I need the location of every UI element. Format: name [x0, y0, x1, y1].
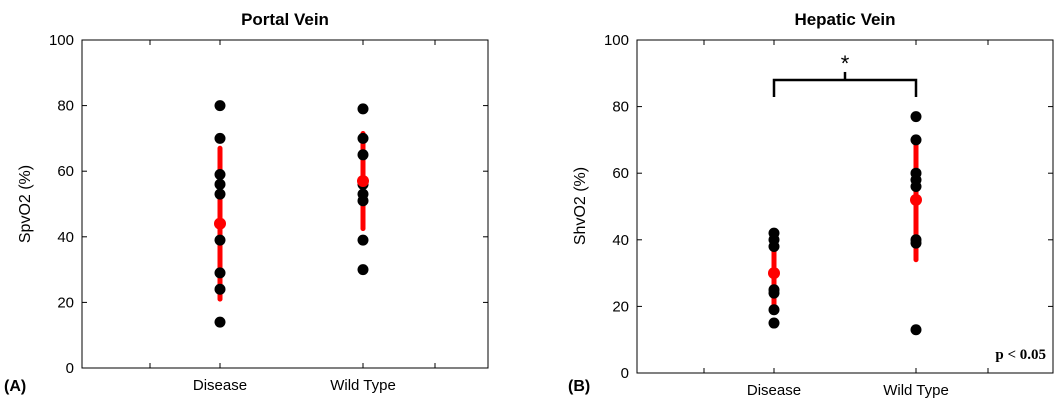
- y-tick-label: 60: [57, 163, 74, 180]
- data-point: [357, 264, 369, 276]
- data-point: [357, 132, 369, 144]
- significance-marker: *: [841, 51, 850, 76]
- data-marks: [768, 111, 922, 336]
- data-point: [768, 317, 780, 329]
- x-tick-label: Wild Type: [883, 382, 949, 399]
- panel-b: Hepatic Vein ShvO2 (%) (B) p < 0.05 0 20 4…: [568, 10, 1054, 399]
- data-point: [214, 168, 226, 180]
- data-point: [214, 234, 226, 246]
- data-point: [214, 188, 226, 200]
- panel-label: (B): [568, 378, 590, 395]
- y-tick-label: 0: [621, 365, 629, 382]
- data-point: [910, 134, 922, 146]
- x-ticks: Disease Wild Type: [703, 40, 989, 399]
- data-point: [768, 304, 780, 316]
- data-point: [768, 287, 780, 299]
- data-point: [214, 267, 226, 279]
- plot-frame: [81, 39, 489, 369]
- y-tick-label: 40: [57, 229, 74, 246]
- data-marks: [214, 100, 369, 328]
- y-ticks: 0 20 40 60 80 100: [604, 32, 1053, 382]
- data-point: [357, 234, 369, 246]
- y-tick-label: 60: [612, 165, 629, 182]
- y-axis-label: SpvO2 (%): [17, 165, 34, 243]
- data-point: [214, 316, 226, 328]
- chart-title: Portal Vein: [241, 10, 329, 29]
- x-ticks: Disease Wild Type: [149, 40, 436, 394]
- data-point: [214, 283, 226, 295]
- data-point: [214, 132, 226, 144]
- significance-bracket: *: [772, 51, 918, 97]
- data-point: [910, 181, 922, 193]
- mean-marker: [214, 217, 226, 230]
- chart-title: Hepatic Vein: [794, 10, 895, 29]
- p-value-label: p < 0.05: [995, 347, 1046, 363]
- mean-marker: [910, 193, 922, 206]
- y-tick-label: 100: [604, 32, 629, 49]
- bracket-line: [772, 78, 918, 97]
- y-tick-label: 20: [612, 298, 629, 315]
- y-tick-label: 0: [66, 360, 74, 377]
- data-point: [910, 111, 922, 123]
- x-tick-label: Disease: [747, 382, 801, 399]
- y-axis-label: ShvO2 (%): [572, 167, 589, 245]
- data-point: [910, 237, 922, 249]
- mean-marker: [357, 175, 369, 188]
- panel-label: (A): [4, 378, 26, 395]
- mean-marker: [768, 267, 780, 280]
- x-tick-label: Wild Type: [330, 377, 396, 394]
- y-tick-label: 20: [57, 294, 74, 311]
- y-tick-label: 80: [57, 98, 74, 115]
- plot-frame: [636, 39, 1054, 374]
- y-tick-label: 40: [612, 232, 629, 249]
- y-tick-label: 80: [612, 99, 629, 116]
- data-point: [214, 100, 226, 112]
- y-tick-label: 100: [49, 32, 74, 49]
- panel-a: Portal Vein SpvO2 (%) (A) 0 20 40 60 80 100 D…: [4, 10, 489, 395]
- x-tick-label: Disease: [193, 377, 247, 394]
- y-ticks: 0 20 40 60 80 100: [49, 32, 488, 377]
- data-point: [357, 103, 369, 115]
- data-point: [768, 240, 780, 252]
- data-point: [357, 149, 369, 161]
- data-point: [357, 195, 369, 207]
- data-point: [910, 324, 922, 336]
- data-point: [214, 178, 226, 190]
